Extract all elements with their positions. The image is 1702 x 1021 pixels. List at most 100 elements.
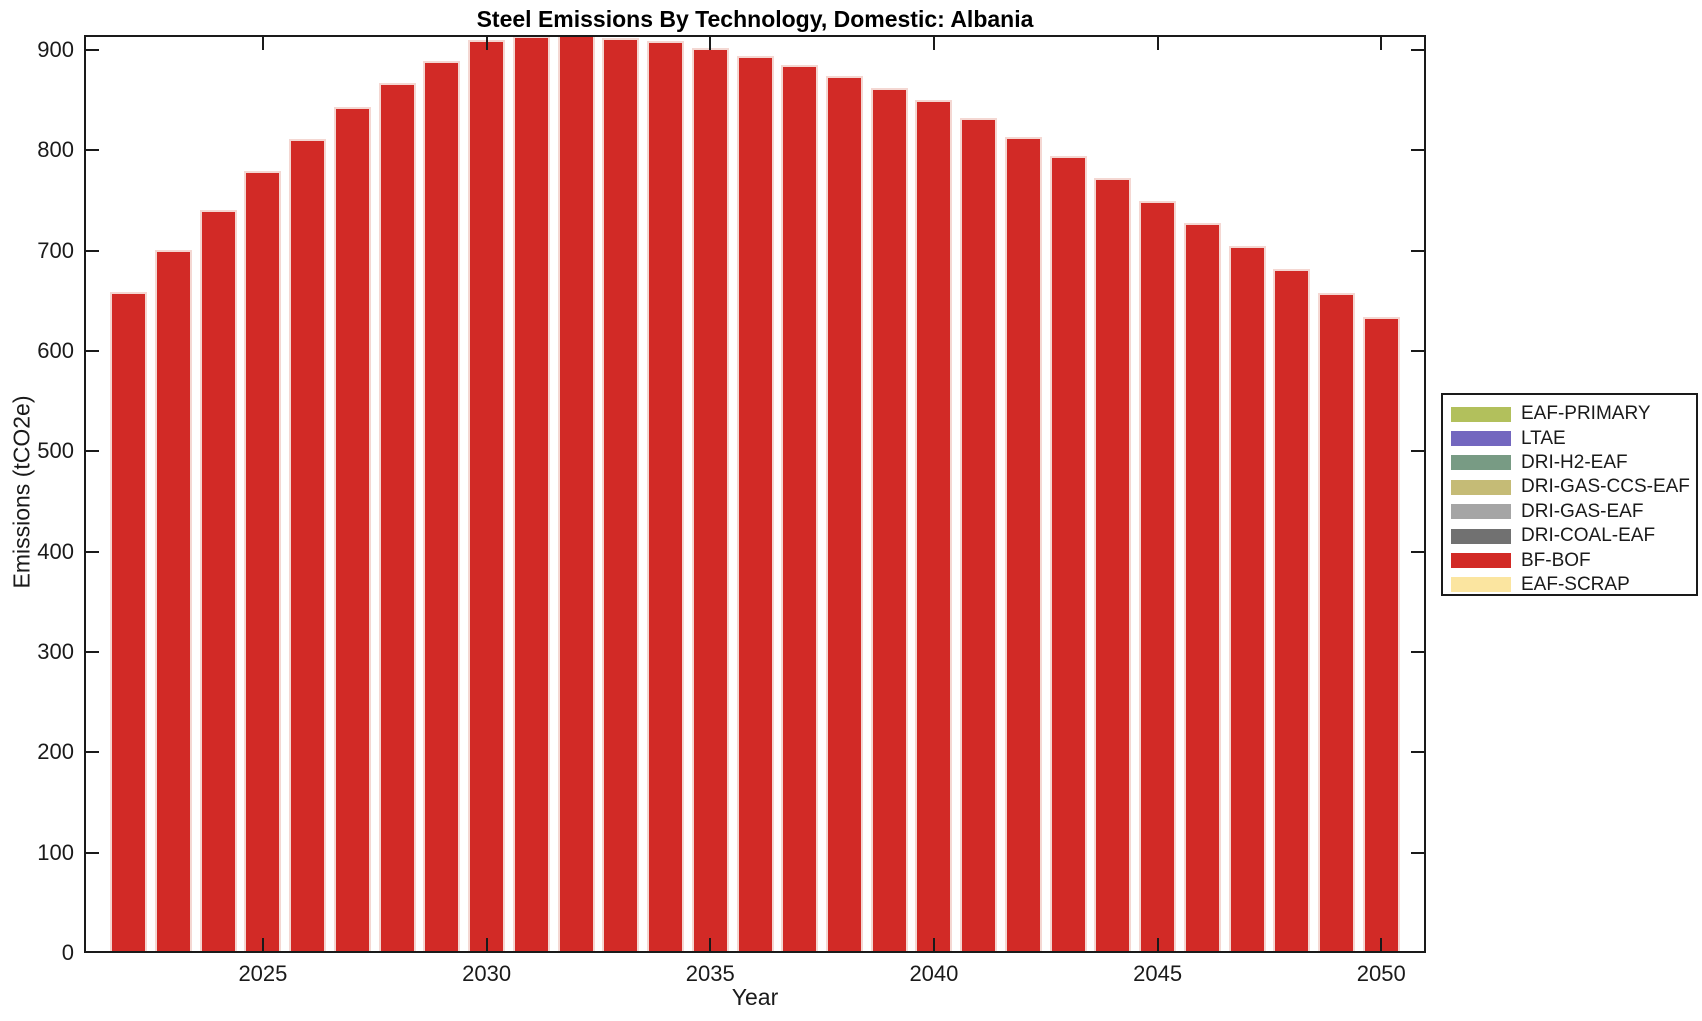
bar-2048: [1273, 268, 1311, 953]
legend-label: DRI-GAS-EAF: [1521, 500, 1644, 522]
y-tick-label-400: 400: [37, 538, 74, 564]
legend-item-dri-gas-ccs-eaf: DRI-GAS-CCS-EAF: [1443, 475, 1696, 499]
x-tick-top-2045: [1156, 35, 1159, 50]
y-tick-left-900: [84, 49, 99, 52]
y-tick-label-600: 600: [37, 338, 74, 364]
bar-2035: [691, 48, 729, 953]
legend-label: LTAE: [1521, 427, 1566, 449]
y-tick-right-600: [1411, 350, 1426, 353]
y-tick-left-200: [84, 751, 99, 754]
legend-label: DRI-COAL-EAF: [1521, 525, 1656, 547]
y-tick-right-700: [1411, 249, 1426, 252]
bar-2027: [333, 107, 371, 953]
y-tick-right-400: [1411, 550, 1426, 553]
legend-swatch-dri-coal-eaf: [1451, 528, 1511, 544]
chart-title: Steel Emissions By Technology, Domestic:…: [476, 6, 1034, 32]
bar-2033: [602, 38, 640, 953]
y-tick-right-500: [1411, 450, 1426, 453]
x-tick-label-2050: 2050: [1356, 961, 1406, 986]
y-tick-label-900: 900: [37, 37, 74, 63]
y-tick-left-600: [84, 350, 99, 353]
bar-2047: [1228, 245, 1266, 953]
y-tick-right-800: [1411, 149, 1426, 152]
y-tick-left-500: [84, 450, 99, 453]
bar-2025: [244, 171, 282, 953]
bar-2050: [1362, 316, 1400, 953]
bar-2030: [468, 40, 506, 953]
bar-2031: [512, 36, 550, 953]
bar-2023: [154, 249, 192, 953]
legend-swatch-dri-gas-eaf: [1451, 504, 1511, 520]
legend-label: BF-BOF: [1521, 549, 1591, 571]
x-tick-top-2030: [485, 35, 488, 50]
y-tick-right-0: [1411, 951, 1426, 953]
x-tick-label-2045: 2045: [1133, 961, 1183, 986]
legend-swatch-bf-bof: [1451, 553, 1511, 569]
y-tick-label-200: 200: [37, 739, 74, 765]
y-tick-left-400: [84, 550, 99, 553]
y-tick-left-0: [84, 951, 99, 953]
bar-2045: [1139, 200, 1177, 953]
bar-2046: [1183, 222, 1221, 953]
y-tick-left-300: [84, 651, 99, 654]
bar-2040: [915, 100, 953, 953]
bar-2049: [1318, 292, 1356, 953]
legend-swatch-eaf-scrap: [1451, 577, 1511, 593]
legend-swatch-dri-h2-eaf: [1451, 455, 1511, 471]
y-tick-left-100: [84, 851, 99, 854]
x-tick-label-2035: 2035: [685, 961, 735, 986]
y-tick-left-800: [84, 149, 99, 152]
legend-item-eaf-scrap: EAF-SCRAP: [1443, 573, 1696, 597]
legend-item-eaf-primary: EAF-PRIMARY: [1443, 402, 1696, 426]
bar-2044: [1094, 178, 1132, 953]
legend-item-bf-bof: BF-BOF: [1443, 548, 1696, 572]
plot-area: [84, 35, 1426, 953]
x-axis-label: Year: [731, 984, 779, 1010]
bar-2041: [960, 118, 998, 953]
bar-2036: [736, 56, 774, 953]
bar-2037: [781, 65, 819, 953]
x-tick-bottom-2030: [485, 938, 488, 953]
y-tick-label-300: 300: [37, 639, 74, 665]
legend-item-dri-h2-eaf: DRI-H2-EAF: [1443, 451, 1696, 475]
bar-2029: [423, 61, 461, 953]
bar-2032: [557, 35, 595, 953]
legend-swatch-eaf-primary: [1451, 406, 1511, 422]
x-tick-top-2025: [261, 35, 264, 50]
y-tick-right-200: [1411, 751, 1426, 754]
legend-item-dri-coal-eaf: DRI-COAL-EAF: [1443, 524, 1696, 548]
bar-2028: [378, 83, 416, 953]
y-tick-right-900: [1411, 49, 1426, 52]
bar-2042: [1004, 137, 1042, 953]
y-tick-label-0: 0: [61, 940, 74, 965]
legend-item-ltae: LTAE: [1443, 426, 1696, 450]
x-tick-bottom-2040: [932, 938, 935, 953]
legend-label: EAF-SCRAP: [1521, 573, 1630, 595]
bar-2039: [870, 88, 908, 953]
x-tick-top-2040: [932, 35, 935, 50]
legend-label: EAF-PRIMARY: [1521, 403, 1651, 425]
x-tick-bottom-2050: [1380, 938, 1383, 953]
x-tick-top-2050: [1380, 35, 1383, 50]
bar-2034: [647, 41, 685, 953]
y-tick-label-700: 700: [37, 237, 74, 263]
y-tick-label-800: 800: [37, 137, 74, 163]
bar-2026: [289, 139, 327, 953]
bar-2024: [199, 209, 237, 953]
y-tick-right-100: [1411, 851, 1426, 854]
bar-2022: [110, 291, 148, 953]
x-tick-bottom-2045: [1156, 938, 1159, 953]
legend-swatch-ltae: [1451, 431, 1511, 447]
x-tick-top-2035: [709, 35, 712, 50]
bar-2043: [1049, 156, 1087, 953]
y-tick-left-700: [84, 249, 99, 252]
legend-label: DRI-H2-EAF: [1521, 451, 1628, 473]
legend-item-dri-gas-eaf: DRI-GAS-EAF: [1443, 500, 1696, 524]
x-tick-bottom-2025: [261, 938, 264, 953]
x-tick-label-2040: 2040: [909, 961, 959, 986]
legend-swatch-dri-gas-ccs-eaf: [1451, 479, 1511, 495]
legend-label: DRI-GAS-CCS-EAF: [1521, 476, 1690, 498]
bar-2038: [825, 76, 863, 953]
x-tick-bottom-2035: [709, 938, 712, 953]
